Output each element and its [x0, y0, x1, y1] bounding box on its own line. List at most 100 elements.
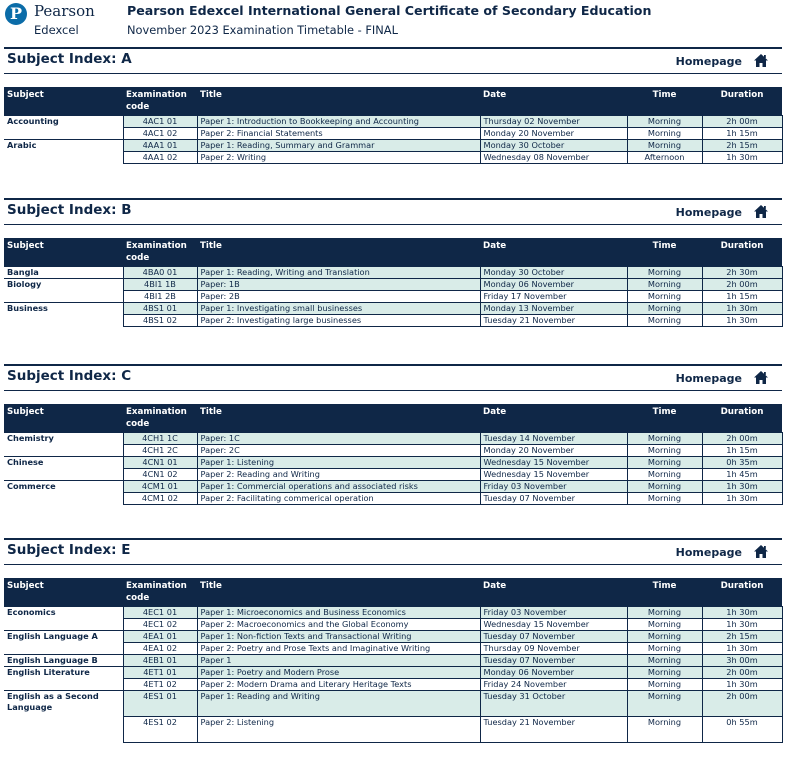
cell-duration: 1h 30m	[701, 302, 783, 315]
cell-title: Paper 2: Macroeconomics and the Global E…	[196, 618, 481, 631]
cell-duration: 1h 15m	[701, 127, 783, 140]
homepage-link[interactable]: Homepage	[675, 546, 742, 559]
cell-subject: English Literature	[4, 666, 124, 679]
cell-date: Wednesday 15 November	[479, 456, 628, 469]
document-title: Pearson Edexcel International General Ce…	[127, 3, 652, 18]
cell-code: 4EA1 01	[122, 630, 198, 643]
cell-subject: Chemistry	[4, 432, 124, 445]
cell-duration: 1h 30m	[701, 618, 783, 631]
table-header-row: Subject Examination code Title Date Time Dura…	[4, 238, 782, 267]
homepage-link[interactable]: Homepage	[675, 55, 742, 68]
cell-date: Friday 03 November	[479, 480, 628, 493]
table-row: English Literature 4ET1 01 Paper 1: Poetry…	[4, 666, 783, 679]
cell-date: Wednesday 08 November	[479, 151, 628, 164]
subject-index-section: Subject Index: E Homepage Subject Examinati…	[4, 538, 783, 743]
cell-duration: 1h 30m	[701, 642, 783, 655]
timetable-table: Subject Examination code Title Date Time Dura…	[4, 238, 783, 327]
cell-time: Morning	[626, 432, 703, 445]
column-header-subject: Subject	[4, 87, 123, 116]
cell-title: Paper 2: Writing	[196, 151, 481, 164]
table-row: 4EA1 02 Paper 2: Poetry and Prose Texts a…	[4, 642, 783, 655]
timetable-table: Subject Examination code Title Date Time Dura…	[4, 404, 783, 505]
cell-subject	[4, 290, 124, 303]
cell-time: Morning	[626, 642, 703, 655]
cell-subject: Economics	[4, 606, 124, 619]
section-title: Subject Index: E	[7, 542, 131, 558]
cell-duration: 2h 15m	[701, 630, 783, 643]
table-row: Business 4BS1 01 Paper 1: Investigating sm…	[4, 302, 783, 315]
document-subtitle: November 2023 Examination Timetable - FI…	[127, 23, 398, 37]
cell-subject	[4, 642, 124, 655]
cell-date: Tuesday 14 November	[479, 432, 628, 445]
cell-title: Paper 1: Investigating small businesses	[196, 302, 481, 315]
cell-duration: 1h 30m	[701, 480, 783, 493]
home-icon[interactable]	[754, 545, 768, 558]
cell-date: Tuesday 07 November	[479, 492, 628, 505]
column-header-time: Time	[627, 87, 702, 116]
cell-code: 4CM1 02	[122, 492, 198, 505]
homepage-link[interactable]: Homepage	[675, 206, 742, 219]
section-header: Subject Index: A Homepage	[4, 47, 782, 74]
cell-date: Wednesday 15 November	[479, 618, 628, 631]
cell-title: Paper 1: Non-fiction Texts and Transacti…	[196, 630, 481, 643]
section-header: Subject Index: C Homepage	[4, 364, 782, 391]
column-header-date: Date	[480, 87, 627, 116]
cell-code: 4CH1 1C	[122, 432, 198, 445]
cell-code: 4ES1 02	[122, 716, 198, 743]
cell-time: Morning	[626, 456, 703, 469]
cell-title: Paper 1	[196, 654, 481, 667]
cell-duration: 3h 00m	[701, 654, 783, 667]
cell-title: Paper 1: Reading and Writing	[196, 690, 481, 717]
cell-code: 4BI1 2B	[122, 290, 198, 303]
cell-time: Morning	[626, 678, 703, 691]
cell-date: Thursday 02 November	[479, 115, 628, 128]
table-row: Chemistry 4CH1 1C Paper: 1C Tuesday 14 Nove…	[4, 432, 783, 445]
cell-subject	[4, 678, 124, 691]
section-header: Subject Index: E Homepage	[4, 538, 782, 565]
table-header-row: Subject Examination code Title Date Time Dura…	[4, 87, 782, 116]
table-row: 4EC1 02 Paper 2: Macroeconomics and the G…	[4, 618, 783, 631]
table-row: Bangla 4BA0 01 Paper 1: Reading, Writing a…	[4, 266, 783, 279]
column-header-code: Examination code	[123, 87, 197, 116]
cell-time: Afternoon	[626, 151, 703, 164]
cell-duration: 0h 55m	[701, 716, 783, 743]
cell-title: Paper 2: Facilitating commerical operati…	[196, 492, 481, 505]
cell-date: Monday 06 November	[479, 278, 628, 291]
column-header-code: Examination code	[123, 238, 197, 267]
home-icon[interactable]	[754, 205, 768, 218]
cell-title: Paper 2: Investigating large businesses	[196, 314, 481, 327]
column-header-duration: Duration	[702, 578, 782, 607]
cell-title: Paper 2: Modern Drama and Literary Herit…	[196, 678, 481, 691]
logo-subtitle: Edexcel	[34, 23, 79, 37]
cell-time: Morning	[626, 127, 703, 140]
column-header-time: Time	[627, 238, 702, 267]
cell-date: Thursday 09 November	[479, 642, 628, 655]
cell-subject	[4, 618, 124, 631]
cell-title: Paper: 2C	[196, 444, 481, 457]
cell-subject: English Language A	[4, 630, 124, 643]
table-row: 4BI1 2B Paper: 2B Friday 17 November Mornin…	[4, 290, 783, 303]
cell-duration: 2h 15m	[701, 139, 783, 152]
home-icon[interactable]	[754, 54, 768, 67]
cell-time: Morning	[626, 666, 703, 679]
cell-duration: 2h 00m	[701, 115, 783, 128]
column-header-duration: Duration	[702, 404, 782, 433]
cell-time: Morning	[626, 480, 703, 493]
table-row: Chinese 4CN1 01 Paper 1: Listening Wednesda…	[4, 456, 783, 469]
cell-time: Morning	[626, 115, 703, 128]
cell-duration: 1h 15m	[701, 290, 783, 303]
cell-date: Tuesday 07 November	[479, 654, 628, 667]
table-row: 4BS1 02 Paper 2: Investigating large busi…	[4, 314, 783, 327]
column-header-subject: Subject	[4, 404, 123, 433]
home-icon[interactable]	[754, 371, 768, 384]
cell-code: 4EA1 02	[122, 642, 198, 655]
cell-duration: 2h 00m	[701, 278, 783, 291]
cell-date: Wednesday 15 November	[479, 468, 628, 481]
cell-date: Tuesday 21 November	[479, 716, 628, 743]
cell-code: 4CM1 01	[122, 480, 198, 493]
cell-date: Friday 24 November	[479, 678, 628, 691]
cell-code: 4BS1 01	[122, 302, 198, 315]
table-row: English Language A 4EA1 01 Paper 1: Non-fi…	[4, 630, 783, 643]
homepage-link[interactable]: Homepage	[675, 372, 742, 385]
cell-duration: 0h 35m	[701, 456, 783, 469]
